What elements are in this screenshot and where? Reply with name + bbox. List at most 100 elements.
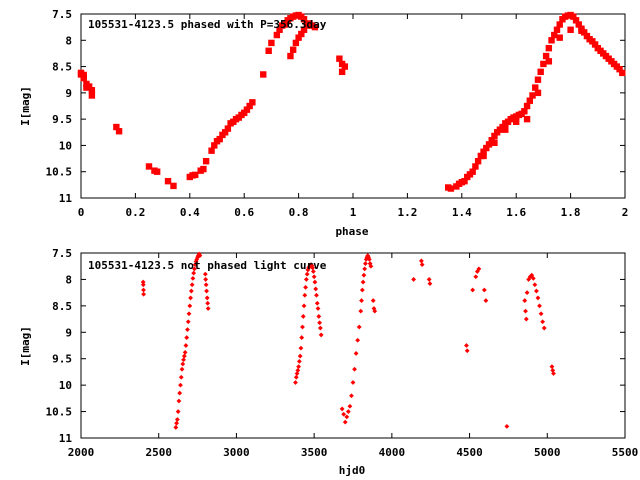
data-point bbox=[85, 83, 93, 90]
data-point bbox=[295, 34, 302, 41]
data-point bbox=[524, 290, 530, 296]
data-point bbox=[268, 39, 275, 47]
data-point bbox=[177, 390, 183, 396]
data-point bbox=[360, 279, 366, 285]
data-point bbox=[372, 308, 378, 314]
data-point bbox=[556, 21, 563, 28]
data-point bbox=[578, 27, 585, 35]
data-point bbox=[174, 420, 179, 426]
data-point bbox=[530, 275, 536, 281]
y-axis-label: I[mag] bbox=[19, 86, 32, 126]
data-point bbox=[464, 348, 470, 354]
data-point bbox=[553, 26, 561, 33]
data-point bbox=[221, 129, 229, 136]
data-point bbox=[341, 411, 347, 417]
data-point bbox=[153, 168, 161, 175]
data-point bbox=[189, 282, 195, 288]
data-point bbox=[300, 26, 308, 33]
y-tick-label: 10.5 bbox=[46, 406, 73, 419]
data-point bbox=[483, 144, 490, 152]
y-axis-label: I[mag] bbox=[19, 326, 32, 366]
chart-title: 105531-4123.5 not phased light curve bbox=[88, 259, 327, 272]
data-point bbox=[273, 31, 281, 39]
data-point bbox=[572, 17, 580, 24]
axis-ticks bbox=[81, 14, 625, 198]
data-point bbox=[175, 409, 181, 414]
data-point bbox=[208, 147, 215, 154]
data-point bbox=[205, 306, 211, 311]
data-point bbox=[363, 261, 368, 266]
data-point bbox=[293, 380, 298, 385]
data-point bbox=[295, 367, 301, 373]
data-point bbox=[540, 60, 547, 68]
data-point bbox=[537, 68, 544, 76]
data-point bbox=[350, 380, 356, 385]
data-point bbox=[185, 319, 191, 325]
data-point bbox=[355, 337, 361, 343]
data-point bbox=[534, 288, 539, 294]
data-point bbox=[304, 271, 310, 277]
data-point bbox=[289, 46, 297, 53]
data-point bbox=[180, 361, 186, 367]
data-point bbox=[318, 332, 324, 338]
data-point bbox=[341, 63, 349, 70]
data-point bbox=[303, 284, 308, 290]
data-point bbox=[485, 141, 493, 148]
axis-ticks bbox=[81, 253, 625, 438]
data-point bbox=[344, 414, 350, 420]
data-point bbox=[313, 286, 319, 292]
y-tick-label: 9 bbox=[65, 326, 72, 339]
x-tick-label: 1 bbox=[350, 206, 357, 219]
x-tick-label: 1.8 bbox=[561, 206, 581, 219]
data-point bbox=[361, 272, 367, 278]
data-point bbox=[187, 303, 193, 309]
data-point bbox=[300, 16, 308, 23]
data-point bbox=[473, 274, 479, 280]
data-point bbox=[303, 277, 309, 282]
data-point bbox=[538, 311, 544, 317]
data-point bbox=[188, 295, 193, 301]
data-point bbox=[336, 55, 343, 62]
data-point bbox=[358, 308, 364, 314]
data-point bbox=[145, 163, 153, 170]
data-point bbox=[356, 324, 362, 330]
y-tick-label: 11 bbox=[59, 432, 73, 445]
data-point bbox=[352, 366, 357, 372]
data-point bbox=[182, 349, 188, 355]
data-point bbox=[202, 158, 210, 165]
x-tick-label: 0 bbox=[78, 206, 85, 219]
data-point bbox=[483, 298, 489, 303]
data-point bbox=[314, 300, 320, 306]
x-tick-label: 0.8 bbox=[289, 206, 309, 219]
data-point bbox=[174, 417, 180, 422]
data-point bbox=[178, 382, 183, 388]
data-point bbox=[476, 266, 482, 272]
data-point bbox=[181, 357, 186, 363]
data-point bbox=[113, 123, 120, 131]
y-tick-label: 10 bbox=[59, 139, 72, 152]
y-tick-label: 8.5 bbox=[52, 61, 72, 74]
data-point bbox=[190, 275, 196, 281]
data-point bbox=[297, 353, 303, 359]
data-point bbox=[549, 364, 555, 370]
data-point bbox=[534, 89, 542, 97]
y-tick-labels: 7.5 8 8.5 9 9.5 10 10.5 11 bbox=[46, 247, 73, 445]
data-point bbox=[349, 393, 354, 399]
data-point bbox=[619, 69, 626, 77]
data-point bbox=[366, 256, 372, 262]
data-point bbox=[472, 163, 479, 170]
data-point bbox=[287, 52, 294, 60]
y-tick-label: 7.5 bbox=[52, 8, 72, 21]
data-point bbox=[480, 148, 487, 155]
data-point bbox=[314, 292, 319, 298]
y-tick-label: 10 bbox=[59, 379, 72, 392]
data-point bbox=[224, 125, 232, 132]
data-point bbox=[551, 371, 556, 376]
unphased-light-curve-panel: 2000 2500 3000 3500 4000 4500 5000 5500 7.5 8 8.5… bbox=[19, 247, 638, 477]
data-point bbox=[292, 39, 300, 47]
data-point bbox=[534, 76, 542, 83]
data-point bbox=[541, 325, 547, 331]
data-point bbox=[311, 23, 319, 31]
data-point bbox=[192, 266, 197, 272]
data-point bbox=[316, 314, 322, 319]
